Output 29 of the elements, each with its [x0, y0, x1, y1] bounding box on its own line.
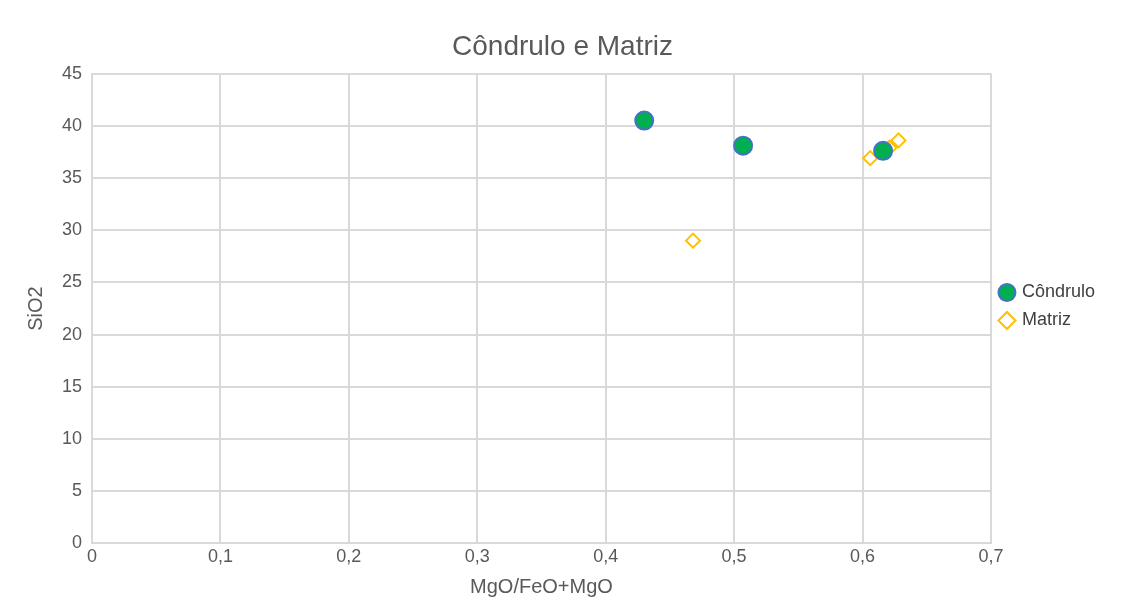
- y-tick-label: 45: [61, 62, 83, 83]
- x-tick-label: 0,3: [464, 546, 490, 567]
- y-tick-label: 10: [61, 427, 83, 448]
- point: [685, 232, 702, 249]
- x-tick-label: 0,7: [978, 546, 1004, 567]
- x-axis-title: MgO/FeO+MgO: [470, 574, 613, 597]
- y-tick-label: 25: [61, 271, 83, 292]
- x-tick-label: 0,5: [721, 546, 747, 567]
- legend-label: Matriz: [1021, 309, 1071, 330]
- y-tick-label: 20: [61, 323, 83, 344]
- x-tick-label: 0,6: [850, 546, 876, 567]
- y-tick-label: 40: [61, 114, 83, 135]
- y-axis-title: SiO2: [23, 286, 46, 331]
- x-tick-label: 0,2: [336, 546, 362, 567]
- point: [634, 110, 655, 131]
- point: [733, 135, 754, 156]
- y-tick-label: 35: [61, 166, 83, 187]
- x-tick-label: 0,1: [207, 546, 233, 567]
- y-tick-label: 0: [72, 532, 83, 553]
- x-tick-label: 0,4: [593, 546, 619, 567]
- x-tick-label: 0: [87, 546, 98, 567]
- y-tick-label: 15: [61, 375, 83, 396]
- chart-title: Côndrulo e Matriz: [452, 29, 673, 61]
- point: [873, 140, 894, 161]
- legend-label: Côndrulo: [1021, 281, 1095, 302]
- y-tick-label: 30: [61, 219, 83, 240]
- point: [862, 150, 879, 167]
- y-tick-label: 5: [72, 480, 83, 501]
- point: [890, 132, 907, 149]
